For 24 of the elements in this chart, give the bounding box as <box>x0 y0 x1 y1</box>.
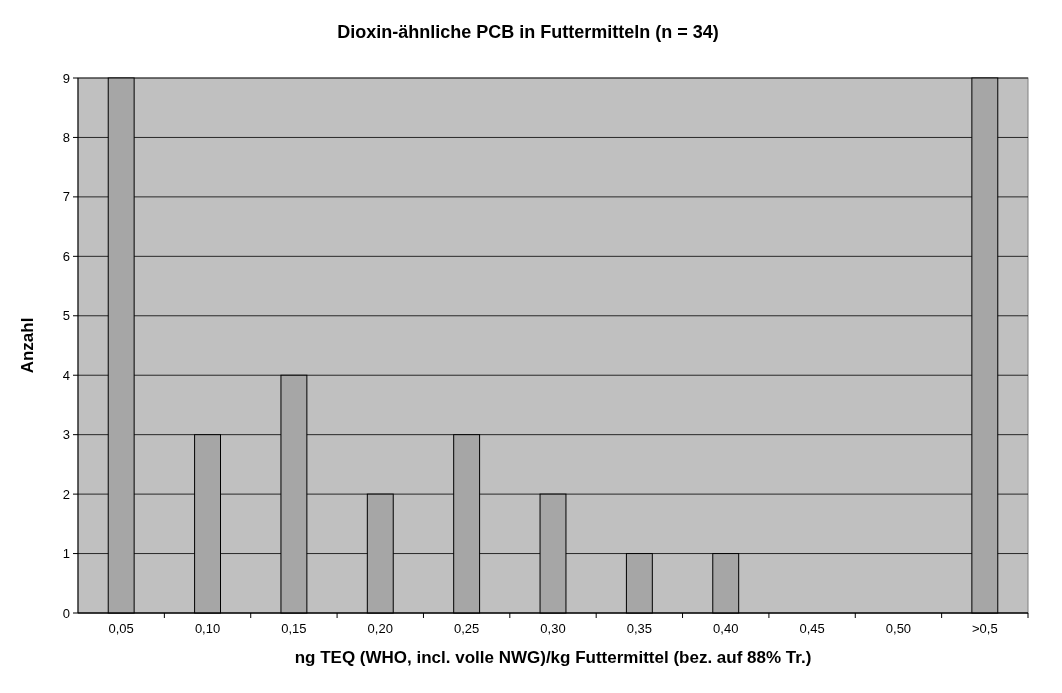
y-tick-label: 7 <box>62 189 70 205</box>
x-tick-label: 0,35 <box>626 621 653 636</box>
x-tick-label: 0,45 <box>799 621 825 636</box>
x-tick-label: 0,50 <box>885 621 912 636</box>
x-tick-label: 0,30 <box>540 621 566 636</box>
y-tick-label: 8 <box>62 129 70 145</box>
x-axis-title: ng TEQ (WHO, incl. volle NWG)/kg Futtermittel (bez. auf 88% Tr.) <box>294 648 812 667</box>
y-tick-label: 1 <box>62 546 70 562</box>
x-tick-label: 0,40 <box>713 621 739 636</box>
y-axis-title: Anzahl <box>18 317 37 374</box>
x-tick-label: >0,5 <box>971 621 998 636</box>
x-tick-label: 0,05 <box>108 621 134 636</box>
y-tick-label: 6 <box>62 248 70 264</box>
y-tick-label: 0 <box>62 605 70 621</box>
x-tick-label: 0,20 <box>367 621 393 636</box>
y-tick-label: 4 <box>62 367 70 383</box>
y-tick-label: 5 <box>62 308 70 324</box>
x-tick-label: 0,10 <box>194 621 221 636</box>
y-tick-label: 9 <box>62 70 70 86</box>
y-tick-label: 3 <box>62 427 70 443</box>
x-tick-label: 0,15 <box>281 621 307 636</box>
y-tick-label: 2 <box>62 486 70 502</box>
x-tick-label: 0,25 <box>453 621 480 636</box>
chart-title: Dioxin-ähnliche PCB in Futtermitteln (n = 34) <box>337 22 719 42</box>
